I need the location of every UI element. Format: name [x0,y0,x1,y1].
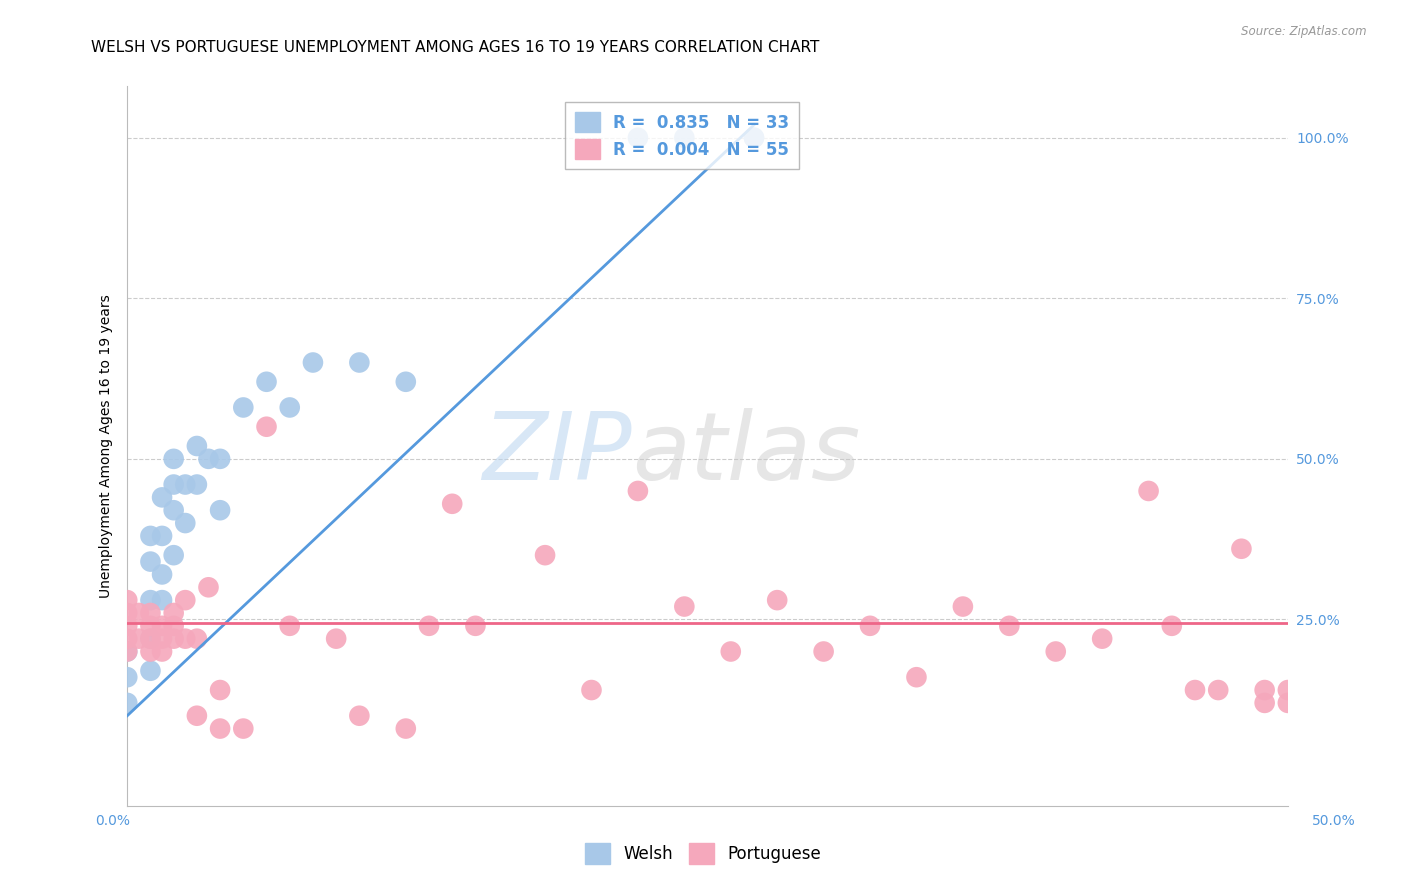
Point [1091,632,1114,646]
Point [256,375,278,389]
Point [418,619,440,633]
Point [117,644,139,658]
Point [117,606,139,620]
Point [742,130,765,145]
Text: ZIP: ZIP [482,408,633,499]
Point [150,529,173,543]
Point [581,683,603,698]
Point [302,355,325,369]
Point [209,683,232,698]
Point [150,593,173,607]
Point [209,503,232,517]
Point [174,477,197,491]
Point [278,401,301,415]
Point [139,529,162,543]
Point [117,632,139,646]
Point [278,619,301,633]
Point [1045,644,1067,658]
Point [859,619,882,633]
Point [128,632,150,646]
Point [163,503,186,517]
Point [627,483,650,498]
Point [150,632,173,646]
Point [150,491,173,505]
Point [627,130,650,145]
Point [1277,696,1299,710]
Text: Source: ZipAtlas.com: Source: ZipAtlas.com [1241,25,1367,38]
Point [186,708,208,723]
Point [163,606,186,620]
Point [395,722,418,736]
Point [209,451,232,466]
Point [174,593,197,607]
Point [1230,541,1253,556]
Point [139,593,162,607]
Point [766,593,789,607]
Point [349,355,371,369]
Point [139,606,162,620]
Legend: Welsh, Portuguese: Welsh, Portuguese [578,837,828,871]
Point [1206,683,1229,698]
Point [150,567,173,582]
Point [163,451,186,466]
Point [952,599,974,614]
Point [209,722,232,736]
Point [813,644,835,658]
Point [139,619,162,633]
Point [139,632,162,646]
Point [998,619,1021,633]
Point [163,632,186,646]
Legend: R =  0.835   N = 33, R =  0.004   N = 55: R = 0.835 N = 33, R = 0.004 N = 55 [565,102,800,169]
Point [139,555,162,569]
Point [395,375,418,389]
Point [186,632,208,646]
Text: atlas: atlas [633,408,860,499]
Y-axis label: Unemployment Among Ages 16 to 19 years: Unemployment Among Ages 16 to 19 years [100,294,114,598]
Point [163,477,186,491]
Point [186,477,208,491]
Text: 50.0%: 50.0% [1312,814,1355,828]
Point [197,580,219,594]
Point [117,670,139,684]
Point [150,644,173,658]
Point [139,664,162,678]
Point [117,619,139,633]
Point [325,632,347,646]
Point [1160,619,1182,633]
Point [1277,683,1299,698]
Point [1253,683,1275,698]
Point [232,722,254,736]
Point [117,644,139,658]
Text: WELSH VS PORTUGUESE UNEMPLOYMENT AMONG AGES 16 TO 19 YEARS CORRELATION CHART: WELSH VS PORTUGUESE UNEMPLOYMENT AMONG A… [91,40,820,55]
Point [117,593,139,607]
Point [174,632,197,646]
Point [197,451,219,466]
Point [673,130,696,145]
Point [186,439,208,453]
Point [139,644,162,658]
Point [128,606,150,620]
Point [174,516,197,530]
Point [232,401,254,415]
Text: 0.0%: 0.0% [96,814,131,828]
Point [163,548,186,562]
Point [720,644,742,658]
Point [464,619,486,633]
Point [117,696,139,710]
Point [742,130,765,145]
Point [139,632,162,646]
Point [673,599,696,614]
Point [150,619,173,633]
Point [441,497,464,511]
Point [163,619,186,633]
Point [256,419,278,434]
Point [534,548,557,562]
Point [1253,696,1275,710]
Point [905,670,928,684]
Point [349,708,371,723]
Point [1137,483,1160,498]
Point [1184,683,1206,698]
